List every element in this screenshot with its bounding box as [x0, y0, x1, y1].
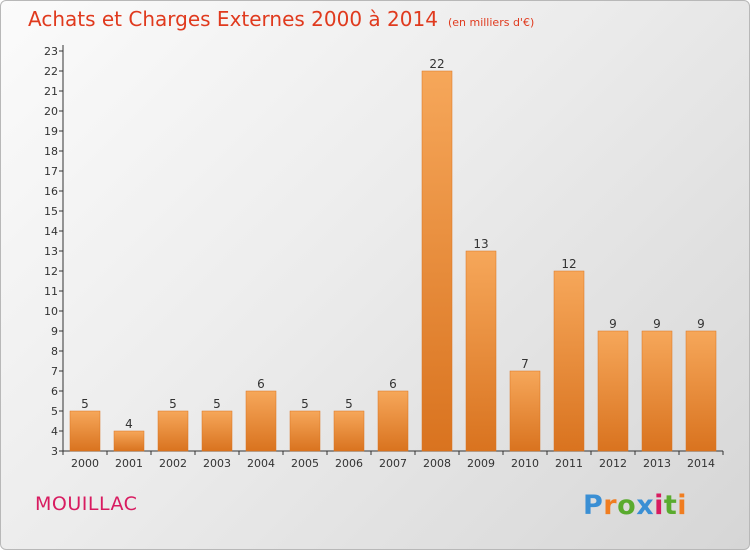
x-tick-label: 2011	[555, 457, 583, 470]
bar	[377, 390, 409, 452]
y-tick-label: 14	[44, 225, 58, 238]
y-tick-label: 15	[44, 205, 58, 218]
y-tick-label: 12	[44, 265, 58, 278]
unit-note: (en milliers d'€)	[447, 16, 535, 29]
bar	[553, 270, 585, 452]
x-tick-label: 2002	[159, 457, 187, 470]
bar	[69, 410, 101, 452]
bar-value-label: 4	[125, 417, 133, 431]
commune-name: MOUILLAC	[35, 493, 138, 515]
y-tick-label: 11	[44, 285, 58, 298]
title-text: Achats et Charges Externes 2000 à 2014	[28, 7, 438, 31]
bar-value-label: 6	[257, 377, 265, 391]
x-tick-label: 2014	[687, 457, 715, 470]
bar	[245, 390, 277, 452]
bars	[69, 70, 717, 452]
y-tick-label: 5	[51, 405, 58, 418]
bar-value-label: 9	[609, 317, 617, 331]
bar-value-label: 13	[473, 237, 488, 251]
chart-title: Achats et Charges Externes 2000 à 2014 (e…	[28, 7, 534, 31]
x-tick-label: 2000	[71, 457, 99, 470]
x-tick-label: 2010	[511, 457, 539, 470]
x-tick-label: 2004	[247, 457, 275, 470]
x-tick-label: 2007	[379, 457, 407, 470]
logo-letter: x	[636, 490, 655, 521]
bar-value-label: 9	[697, 317, 705, 331]
x-tick-label: 2005	[291, 457, 319, 470]
bar	[201, 410, 233, 452]
bar-value-label: 12	[561, 257, 576, 271]
bar-value-label: 5	[345, 397, 353, 411]
bar-value-label: 5	[81, 397, 89, 411]
logo-letter: r	[603, 490, 618, 521]
bar	[509, 370, 541, 452]
y-tick-label: 20	[44, 105, 58, 118]
y-tick-label: 7	[51, 365, 58, 378]
y-tick-label: 4	[51, 425, 58, 438]
bar-value-label: 5	[301, 397, 309, 411]
x-tick-label: 2013	[643, 457, 671, 470]
y-tick-label: 6	[51, 385, 58, 398]
y-tick-label: 17	[44, 165, 58, 178]
bar	[289, 410, 321, 452]
y-tick-label: 10	[44, 305, 58, 318]
bar	[157, 410, 189, 452]
x-tick-label: 2009	[467, 457, 495, 470]
logo-letter: P	[583, 490, 604, 521]
x-tick-label: 2001	[115, 457, 143, 470]
y-tick-label: 9	[51, 325, 58, 338]
y-tick-label: 23	[44, 45, 58, 58]
bar-value-label: 6	[389, 377, 397, 391]
y-tick-label: 3	[51, 445, 58, 458]
x-tick-label: 2008	[423, 457, 451, 470]
data-labels: 5 4 5 5 6 5 5 6 22 13 7 12 9 9 9	[81, 57, 705, 431]
y-tick-label: 19	[44, 125, 58, 138]
bar-value-label: 5	[169, 397, 177, 411]
bar-value-label: 7	[521, 357, 529, 371]
bar	[113, 430, 145, 452]
axes: 3 4 5 6 7 8 9 10 11 12 13 14 15 16 17 18 19 20 21 22 23 2000 2…	[44, 45, 724, 470]
logo-letter: t	[663, 490, 678, 521]
bar-value-label: 5	[213, 397, 221, 411]
logo-letter: i	[677, 490, 688, 521]
bar-value-label: 9	[653, 317, 661, 331]
bar	[333, 410, 365, 452]
bar	[421, 70, 453, 452]
bar-chart: 3 4 5 6 7 8 9 10 11 12 13 14 15 16 17 18 19 20 21 22 23 2000 2…	[44, 45, 724, 470]
x-tick-label: 2003	[203, 457, 231, 470]
y-tick-label: 8	[51, 345, 58, 358]
bar	[641, 330, 673, 452]
y-tick-label: 13	[44, 245, 58, 258]
y-tick-label: 16	[44, 185, 58, 198]
logo-letter: i	[654, 490, 664, 521]
logo-letter: o	[617, 490, 637, 521]
bar	[597, 330, 629, 452]
y-tick-label: 18	[44, 145, 58, 158]
y-tick-label: 21	[44, 85, 58, 98]
bar-value-label: 22	[429, 57, 444, 71]
y-tick-label: 22	[44, 65, 58, 78]
bar	[465, 250, 497, 452]
proxiti-logo: Proxiti	[583, 490, 687, 521]
x-tick-label: 2006	[335, 457, 363, 470]
x-tick-label: 2012	[599, 457, 627, 470]
bar	[685, 330, 717, 452]
